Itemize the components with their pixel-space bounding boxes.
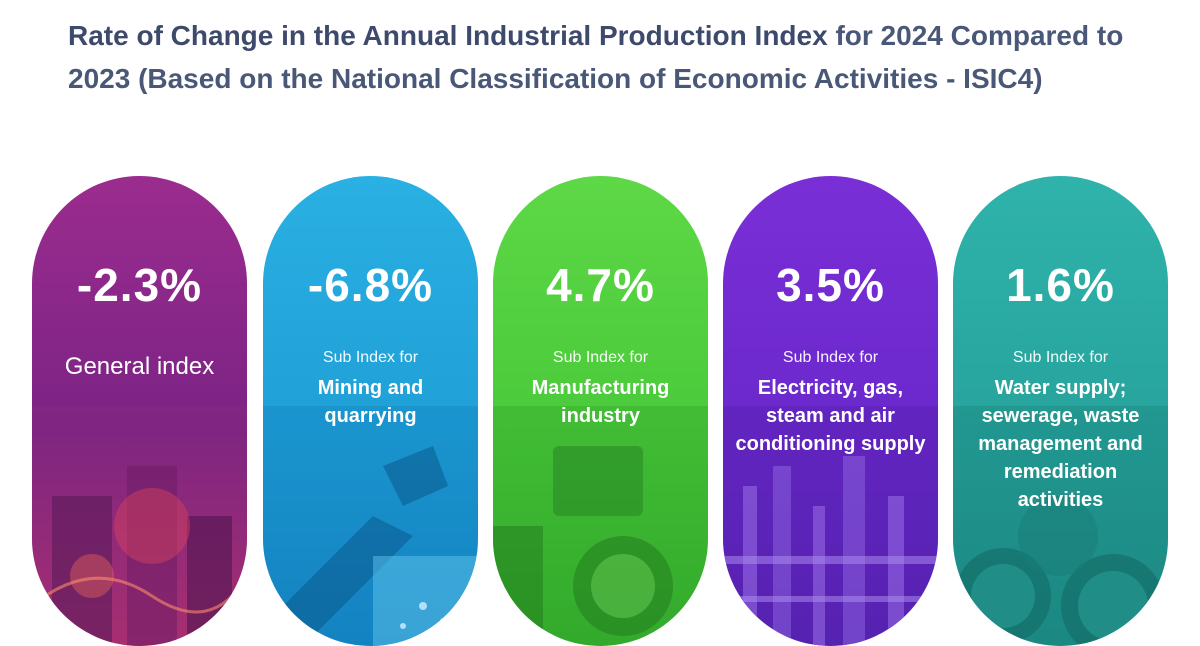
card-value: -2.3% <box>76 259 203 311</box>
card-manufacturing: 4.7% Sub Index for Manufacturing industr… <box>493 176 708 646</box>
card-mining: -6.8% Sub Index for Mining and quarrying <box>263 176 478 646</box>
card-value: 4.7% <box>546 259 655 311</box>
card-value: 1.6% <box>1006 259 1115 311</box>
card-title: Water supply; sewerage, waste management… <box>978 377 1143 511</box>
mining-machinery-image <box>263 406 478 646</box>
card-electricity: 3.5% Sub Index for Electricity, gas, ste… <box>723 176 938 646</box>
title-rest-part: for 2024 Compared to 2023 (Based on the … <box>68 20 1124 94</box>
motor-machinery-image <box>493 406 708 646</box>
card-title: Electricity, gas, steam and air conditio… <box>735 377 926 455</box>
card-subtitle: Sub Index for <box>552 349 649 366</box>
card-caption: General index <box>40 346 239 385</box>
card-caption: Sub Index for Electricity, gas, steam an… <box>731 346 930 458</box>
power-plant-image <box>723 406 938 646</box>
card-subtitle: Sub Index for <box>1012 349 1109 366</box>
factory-machinery-image <box>32 406 247 646</box>
card-subtitle: Sub Index for <box>782 349 879 366</box>
card-caption: Sub Index for Water supply; sewerage, wa… <box>961 346 1160 514</box>
card-title: General index <box>64 353 215 380</box>
card-subtitle: Sub Index for <box>322 349 419 366</box>
card-value: -6.8% <box>307 259 434 311</box>
card-general-index: -2.3% General index <box>32 176 247 646</box>
index-cards: -2.3% General index -6.8% Sub Index for … <box>32 176 1168 646</box>
page-title: Rate of Change in the Annual Industrial … <box>68 14 1168 100</box>
card-water-supply: 1.6% Sub Index for Water supply; sewerag… <box>953 176 1168 646</box>
card-value: 3.5% <box>776 259 885 311</box>
pipes-image <box>953 406 1168 646</box>
card-caption: Sub Index for Mining and quarrying <box>271 346 470 430</box>
card-title: Manufacturing industry <box>531 377 670 427</box>
card-caption: Sub Index for Manufacturing industry <box>501 346 700 430</box>
card-title: Mining and quarrying <box>317 377 424 427</box>
title-bold-part: Rate of Change in the Annual Industrial … <box>68 20 828 51</box>
